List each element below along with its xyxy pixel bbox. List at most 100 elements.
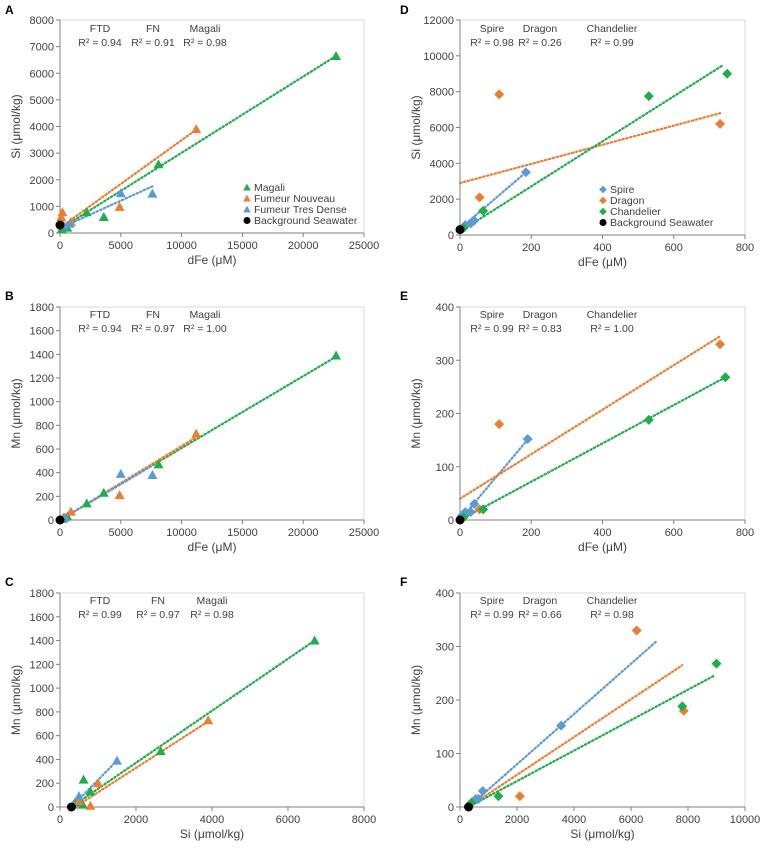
point-magali bbox=[81, 207, 92, 217]
x-tick-label: 5000 bbox=[109, 240, 133, 252]
y-tick-label: 0 bbox=[448, 515, 454, 527]
trendline-chandelier bbox=[458, 376, 727, 522]
point-spire bbox=[556, 720, 567, 731]
point-spire bbox=[520, 167, 531, 178]
legend-entry: Fumeur Nouveau bbox=[254, 193, 335, 205]
y-tick-label: 6000 bbox=[30, 68, 54, 80]
point-magali bbox=[153, 459, 164, 469]
annotation-r2: R² = 1.00 bbox=[183, 323, 227, 335]
panel-letter: C bbox=[5, 575, 14, 589]
y-tick-label: 100 bbox=[436, 462, 454, 474]
x-tick-label: 400 bbox=[593, 242, 611, 254]
x-tick-label: 0 bbox=[57, 240, 63, 252]
point-magali bbox=[155, 746, 166, 756]
point-fumeur-nouveau bbox=[56, 212, 67, 222]
point-magali bbox=[331, 350, 342, 360]
point-chandelier bbox=[493, 791, 504, 802]
y-axis-label: Mn (μmol/kg) bbox=[9, 378, 23, 448]
y-tick-label: 800 bbox=[36, 420, 54, 432]
annotation-site: Chandelier bbox=[587, 595, 638, 607]
x-tick-label: 25000 bbox=[349, 527, 380, 539]
x-tick-label: 800 bbox=[736, 242, 754, 254]
x-tick-label: 6000 bbox=[276, 814, 300, 826]
y-tick-label: 800 bbox=[36, 707, 54, 719]
point-fumeur-tres-dense bbox=[115, 188, 126, 198]
legend-marker bbox=[599, 207, 607, 216]
trendline-dragon bbox=[467, 664, 684, 809]
annotation-site: Dragon bbox=[523, 595, 558, 607]
y-tick-label: 4000 bbox=[430, 158, 454, 170]
legend-marker bbox=[243, 183, 251, 191]
point-dragon bbox=[514, 791, 525, 802]
trendline-fumeur-tres-dense bbox=[58, 185, 154, 230]
panel-letter: F bbox=[400, 575, 407, 589]
point-fumeur-tres-dense bbox=[74, 791, 84, 801]
trendline-fumeur-tres-dense bbox=[70, 759, 119, 809]
y-tick-label: 1800 bbox=[30, 302, 54, 314]
trendline-fumeur-nouveau bbox=[58, 128, 198, 229]
point-background-seawater bbox=[455, 225, 465, 235]
panel-letter: B bbox=[5, 289, 14, 303]
annotation-r2: R² = 0.66 bbox=[518, 609, 562, 621]
panel-c: C 0 2000 4000 6000 8000 0 200 400 600 800 1000 1200 1… bbox=[5, 575, 376, 841]
plot-border bbox=[59, 592, 365, 808]
y-tick-label: 1600 bbox=[30, 326, 54, 338]
point-chandelier bbox=[711, 658, 722, 669]
x-tick-label: 600 bbox=[665, 242, 683, 254]
point-magali bbox=[309, 635, 320, 645]
annotation-site: Chandelier bbox=[587, 309, 638, 321]
point-background-seawater bbox=[66, 802, 76, 812]
x-tick-label: 20000 bbox=[288, 240, 319, 252]
point-fumeur-nouveau bbox=[93, 778, 103, 788]
legend-entry: Dragon bbox=[610, 195, 645, 207]
y-tick-label: 100 bbox=[436, 749, 454, 761]
annotation-site: Spire bbox=[480, 23, 505, 35]
y-tick-label: 1400 bbox=[30, 636, 54, 648]
y-tick-label: 2000 bbox=[430, 194, 454, 206]
legend-marker bbox=[599, 219, 607, 226]
y-tick-label: 200 bbox=[436, 409, 454, 421]
y-axis-label: Si (μmol/kg) bbox=[409, 95, 423, 159]
annotation-site: Magali bbox=[190, 309, 221, 321]
legend-marker bbox=[599, 196, 607, 205]
y-tick-label: 5000 bbox=[30, 95, 54, 107]
y-tick-label: 400 bbox=[436, 588, 454, 600]
point-fumeur-tres-dense bbox=[115, 468, 126, 478]
y-tick-label: 200 bbox=[436, 695, 454, 707]
legend-entry: Background Seawater bbox=[610, 217, 714, 229]
x-tick-label: 2000 bbox=[124, 814, 148, 826]
point-fumeur-nouveau bbox=[203, 715, 214, 725]
point-dragon bbox=[631, 625, 642, 636]
x-tick-label: 20000 bbox=[288, 527, 319, 539]
annotation-r2: R² = 0.99 bbox=[590, 37, 634, 49]
panel-letter: E bbox=[400, 289, 408, 303]
point-fumeur-tres-dense bbox=[112, 755, 122, 765]
x-tick-label: 200 bbox=[522, 242, 540, 254]
x-tick-label: 0 bbox=[457, 242, 463, 254]
annotation-site: Chandelier bbox=[587, 23, 638, 35]
y-tick-label: 1800 bbox=[30, 588, 54, 600]
point-dragon bbox=[494, 419, 505, 430]
legend-entry: Spire bbox=[610, 184, 635, 196]
panel-letter: A bbox=[5, 3, 14, 17]
annotation-r2: R² = 0.98 bbox=[590, 609, 634, 621]
annotation-site: FN bbox=[146, 309, 160, 321]
point-spire bbox=[469, 499, 480, 510]
point-magali bbox=[81, 498, 92, 508]
trendline-dragon bbox=[458, 335, 722, 500]
x-tick-label: 15000 bbox=[227, 240, 258, 252]
point-magali bbox=[98, 487, 109, 497]
x-tick-label: 0 bbox=[457, 814, 463, 826]
y-axis-label: Mn (μmol/kg) bbox=[409, 378, 423, 448]
y-tick-label: 400 bbox=[436, 302, 454, 314]
x-tick-label: 800 bbox=[736, 527, 754, 539]
annotation-r2: R² = 1.00 bbox=[590, 323, 634, 335]
y-tick-label: 7000 bbox=[30, 42, 54, 54]
annotation-r2: R² = 0.99 bbox=[470, 323, 514, 335]
point-background-seawater bbox=[455, 515, 465, 525]
point-chandelier bbox=[643, 91, 654, 102]
y-tick-label: 1200 bbox=[30, 373, 54, 385]
panel-letter: D bbox=[400, 3, 409, 17]
annotation-site: FTD bbox=[90, 23, 111, 35]
